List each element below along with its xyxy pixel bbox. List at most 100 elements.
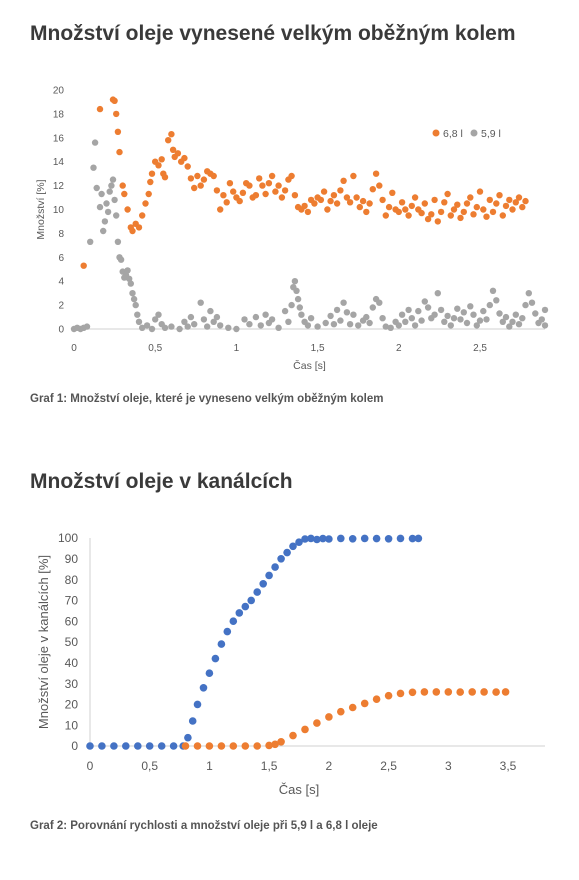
series-2-point (187, 313, 195, 321)
series-2-point (134, 311, 141, 318)
series-1-point (116, 148, 123, 156)
x-tick-label: 1 (206, 759, 213, 773)
series-1-point (223, 199, 230, 206)
series-2-point (372, 695, 381, 703)
series-2-point (257, 322, 264, 329)
series-2-point (127, 280, 134, 287)
series-2-point (541, 322, 549, 329)
series-1-point (246, 182, 253, 189)
series-1-point (395, 208, 402, 216)
series-2-point (528, 299, 536, 306)
series-2-point (340, 299, 347, 306)
series-1-point (158, 156, 165, 163)
series-1-point (509, 206, 516, 213)
series-2-point (396, 689, 405, 698)
series-2-point (217, 742, 226, 750)
series-1-point (320, 188, 328, 195)
series-2-point (277, 738, 285, 746)
series-1-point (220, 192, 227, 199)
series-1-point (129, 227, 136, 235)
series-1-point (122, 742, 130, 750)
series-2-point (200, 316, 208, 323)
series-1-point (384, 535, 393, 543)
series-1-point (134, 742, 142, 750)
y-tick-label: 18 (53, 109, 65, 120)
series-2-point (108, 182, 115, 189)
series-1-point (476, 188, 484, 195)
y-tick-label: 6 (58, 253, 64, 264)
chart1-marks (70, 96, 549, 333)
series-1-point (408, 202, 415, 210)
series-1-point (272, 188, 279, 195)
series-1-point (301, 535, 309, 543)
series-2-point (143, 322, 151, 329)
series-2-point (360, 699, 369, 708)
series-2-point (129, 290, 136, 297)
x-axis-label: Čas [s] (293, 359, 326, 372)
series-2-point (480, 307, 487, 315)
series-2-point (241, 316, 248, 323)
series-2-point (532, 310, 539, 317)
series-2-point (191, 321, 198, 328)
x-tick-label: 2 (326, 759, 333, 773)
chart2-section-title: Množství oleje v kanálcích (30, 470, 293, 493)
y-tick-label: 30 (65, 677, 79, 691)
series-1-point (217, 640, 226, 648)
legend-marker-1 (432, 129, 440, 137)
series-2-point (87, 238, 94, 245)
series-1-point (444, 190, 451, 198)
y-tick-label: 4 (58, 277, 64, 288)
series-2-point (281, 307, 289, 315)
series-1-point (337, 534, 345, 543)
series-2-point (193, 742, 202, 750)
series-2-point (450, 315, 458, 322)
series-1-point (247, 596, 255, 605)
series-2-point (444, 688, 453, 696)
series-1-point (515, 194, 523, 201)
series-2-point (437, 306, 445, 314)
series-2-point (181, 318, 188, 325)
series-2-point (363, 313, 370, 321)
x-tick-label: 2,5 (380, 759, 397, 773)
series-1-point (80, 262, 87, 269)
series-1-point (275, 182, 282, 189)
series-1-point (437, 208, 445, 216)
series-1-point (522, 197, 529, 205)
x-tick-label: 0,5 (141, 759, 158, 773)
series-2-point (525, 290, 532, 297)
series-2-point (176, 325, 183, 333)
chart2-plot: 0 10 20 30 40 50 60 70 80 90 100 0 0,5 1 1,5 2 2,5 3 3,5 Ča… (36, 531, 545, 797)
series-2-point (456, 688, 465, 696)
series-2-point (90, 164, 97, 171)
series-2-point (241, 742, 250, 750)
series-2-point (480, 688, 488, 696)
series-2-point (285, 318, 292, 325)
y-tick-label: 20 (65, 698, 79, 712)
series-2-point (522, 301, 529, 309)
series-2-point (101, 218, 109, 225)
series-1-point (360, 534, 369, 543)
series-1-point (265, 180, 273, 187)
series-2-point (467, 303, 474, 310)
series-2-point (275, 324, 282, 331)
series-1-point (382, 212, 389, 219)
series-1-point (145, 742, 154, 750)
series-1-point (157, 742, 166, 750)
x-tick-label: 1,5 (311, 343, 325, 354)
series-2-point (468, 688, 477, 696)
series-1-point (467, 194, 474, 201)
series-1-point (295, 538, 303, 546)
series-2-point (460, 309, 467, 316)
series-2-point (262, 311, 269, 318)
series-2-point (207, 307, 214, 315)
series-2-point (431, 311, 438, 318)
series-1-point (124, 206, 131, 213)
series-2-point (463, 319, 471, 327)
y-tick-label: 16 (53, 133, 65, 144)
series-1-point (350, 172, 357, 180)
series-1-point (111, 97, 118, 104)
series-1-point (253, 588, 261, 596)
series-1-point (333, 200, 341, 207)
y-tick-label: 8 (58, 229, 64, 240)
series-1-point (193, 700, 202, 709)
